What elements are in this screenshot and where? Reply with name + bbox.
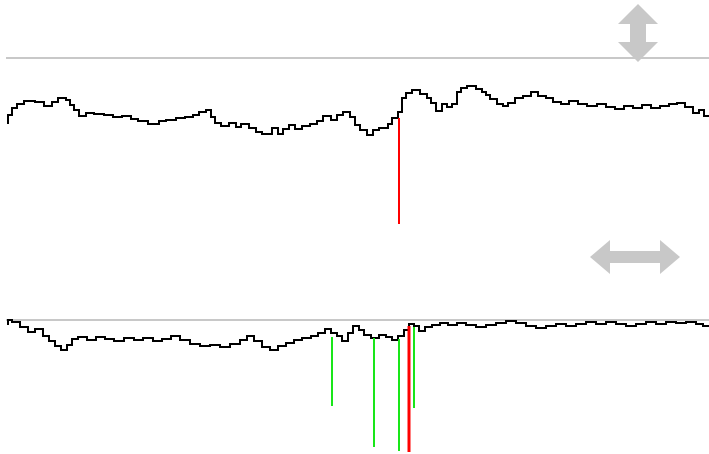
horizontal-resize-icon[interactable]	[590, 240, 680, 274]
upper-waveform-trace	[7, 85, 709, 136]
vertical-resize-icon[interactable]	[618, 4, 658, 62]
lower-waveform-trace	[7, 319, 709, 351]
